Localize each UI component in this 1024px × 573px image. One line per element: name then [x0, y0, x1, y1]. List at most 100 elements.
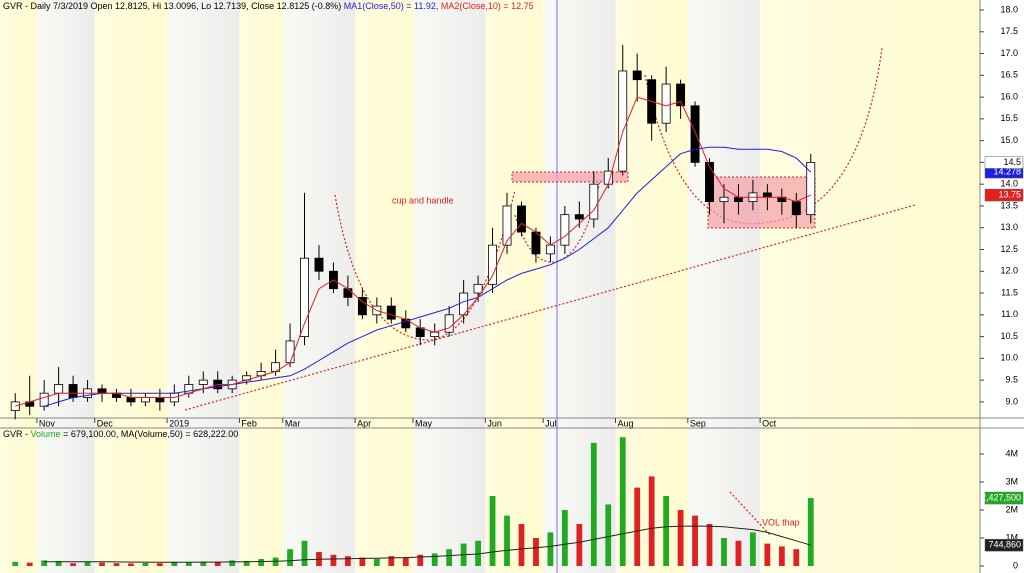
y-tick-label: 16.5	[1000, 70, 1018, 80]
y-tick-label: 10.5	[1000, 331, 1018, 341]
candle-body	[97, 388, 107, 394]
candle-body	[300, 257, 309, 337]
y-tick-label: 4M	[1005, 448, 1018, 458]
volume-bar	[301, 540, 308, 567]
volume-bar	[735, 540, 742, 567]
title: Volume	[31, 429, 61, 439]
volume-bar	[561, 510, 568, 567]
candle-body	[155, 397, 165, 403]
volume-bar	[99, 562, 105, 567]
last-value-label: 13.75	[998, 189, 1021, 199]
candle-body	[574, 214, 584, 220]
volume-bar	[330, 554, 337, 567]
candle-body	[68, 384, 78, 398]
volume-bar	[41, 560, 48, 567]
y-tick-label: 1M	[1005, 532, 1018, 542]
title: GVR -	[3, 429, 28, 439]
candle-body	[285, 340, 295, 364]
volume-bar	[142, 562, 149, 567]
y-tick-label: 15.5	[1000, 113, 1018, 123]
y-tick-label: 11.0	[1001, 309, 1018, 319]
month-band	[485, 0, 544, 573]
candle-body	[357, 296, 367, 316]
candle-body	[560, 214, 570, 246]
last-value-box	[984, 491, 1024, 505]
volume-title: GVR - Volume = 679,100.00, MA(Volume,50)…	[3, 429, 238, 439]
volume-bar	[287, 549, 293, 567]
chart-title: GVR - Daily 7/3/2019 Open 12.8125, Hi 13…	[3, 1, 534, 11]
y-tick-label: 18.0	[1000, 4, 1018, 14]
volume-bar	[692, 515, 698, 567]
volume-bar	[431, 553, 438, 567]
volume-bar	[590, 442, 597, 567]
ma-line	[44, 146, 812, 407]
last-value-box	[984, 538, 1024, 552]
volume-bar	[258, 559, 265, 567]
x-tick-label: Mar	[285, 418, 301, 428]
candle-body	[705, 162, 714, 202]
month-band	[543, 0, 616, 573]
last-value-label: 744,860	[988, 540, 1021, 550]
volume-bar	[778, 546, 785, 567]
month-band	[36, 0, 95, 573]
y-tick-label: 9.0	[1005, 396, 1018, 406]
volume-bar	[171, 561, 178, 567]
candle-body	[473, 283, 483, 294]
volume-bar	[156, 563, 163, 567]
volume-bar	[619, 437, 626, 567]
zone-box	[511, 171, 629, 183]
volume-bar	[55, 560, 62, 567]
candle-body	[791, 201, 801, 216]
volume-bar	[229, 560, 236, 567]
candle-body	[430, 331, 440, 337]
volume-bar	[402, 557, 409, 567]
volume-bar	[807, 498, 814, 567]
y-tick-label: 14.0	[1000, 179, 1018, 189]
annotation: VOL thap	[762, 517, 800, 527]
last-value-box	[984, 156, 1024, 169]
volume-bar	[677, 510, 684, 567]
x-tick-label: Aug	[618, 418, 634, 428]
y-tick-label: 12.0	[1000, 266, 1018, 276]
volume-bar	[113, 563, 120, 567]
candle-body	[314, 257, 324, 272]
volume-bar	[793, 549, 800, 567]
volume-bar	[576, 524, 583, 567]
volume-bar	[605, 504, 612, 567]
volume-bar	[12, 561, 19, 567]
volume-bar	[547, 532, 554, 567]
x-tick-label: Sep	[690, 418, 706, 428]
volume-bar	[185, 562, 192, 567]
month-band	[687, 0, 761, 573]
y-tick-label: 12.5	[1000, 244, 1018, 254]
x-tick-label: Feb	[241, 418, 257, 428]
x-tick-label: Nov	[39, 418, 56, 428]
ma2-label: MA2(Close,10) = 12.75	[441, 1, 534, 11]
x-tick-label: May	[415, 418, 433, 428]
volume-bar	[359, 557, 366, 567]
volume-bar	[489, 496, 496, 567]
x-tick-label: 2019	[169, 418, 189, 428]
y-tick-label: 17.5	[1000, 26, 1018, 36]
month-band	[413, 0, 486, 573]
candle-body	[386, 305, 396, 320]
y-tick-label: 10.0	[1000, 353, 1018, 363]
volume-bar	[373, 559, 380, 567]
cup-curve	[514, 179, 601, 263]
arrow-line	[729, 491, 771, 536]
month-bands	[0, 0, 980, 573]
ma-line	[15, 96, 812, 407]
candle-body	[343, 288, 353, 298]
volume-bar	[243, 560, 250, 567]
volume-bar	[214, 561, 221, 567]
candle-body	[618, 70, 628, 172]
month-band	[167, 0, 240, 573]
volume-bar	[634, 487, 641, 567]
volume-bar	[518, 524, 525, 567]
candle-body	[719, 196, 729, 202]
y-tick-label: 16.0	[1000, 91, 1018, 101]
volume-bar	[706, 524, 713, 567]
volume-bar	[750, 532, 756, 567]
candle-body	[140, 397, 150, 403]
